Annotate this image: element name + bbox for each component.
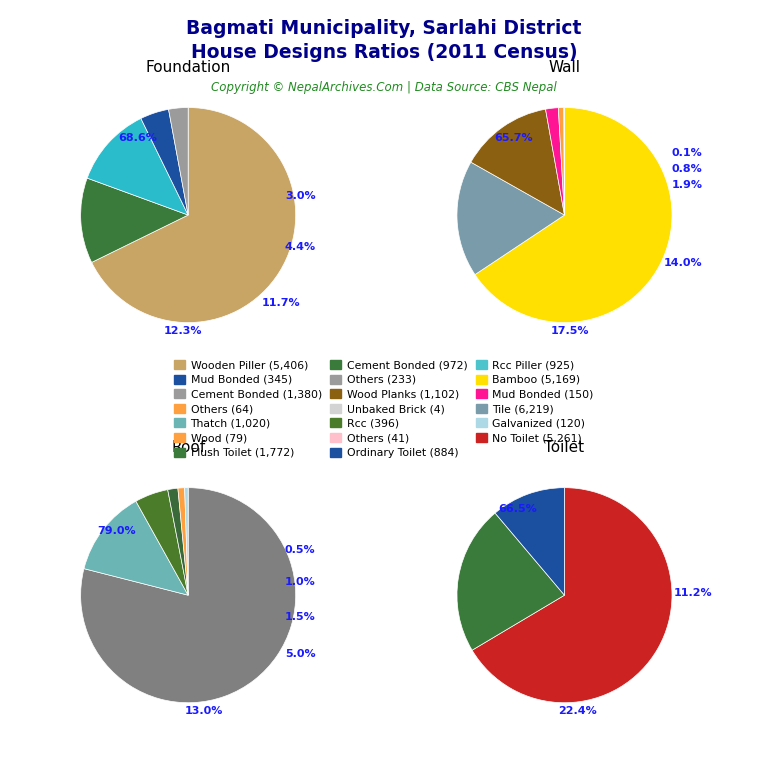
Text: 3.0%: 3.0% <box>285 190 316 200</box>
Wedge shape <box>558 108 564 215</box>
Wedge shape <box>88 118 188 215</box>
Text: 12.3%: 12.3% <box>164 326 202 336</box>
Wedge shape <box>136 490 188 595</box>
Wedge shape <box>184 488 188 595</box>
Text: 17.5%: 17.5% <box>551 326 589 336</box>
Title: Foundation: Foundation <box>145 61 231 75</box>
Text: 13.0%: 13.0% <box>185 707 223 717</box>
Wedge shape <box>91 108 296 323</box>
Text: 11.7%: 11.7% <box>261 298 300 308</box>
Wedge shape <box>471 109 564 215</box>
Text: 11.2%: 11.2% <box>674 588 713 598</box>
Text: 14.0%: 14.0% <box>664 258 702 269</box>
Text: 4.4%: 4.4% <box>285 242 316 253</box>
Text: 79.0%: 79.0% <box>97 525 135 536</box>
Wedge shape <box>141 109 188 215</box>
Legend: Wooden Piller (5,406), Mud Bonded (345), Cement Bonded (1,380), Others (64), Tha: Wooden Piller (5,406), Mud Bonded (345),… <box>171 357 597 461</box>
Title: Wall: Wall <box>548 61 581 75</box>
Wedge shape <box>457 162 564 275</box>
Text: 65.7%: 65.7% <box>495 133 533 143</box>
Wedge shape <box>495 488 564 595</box>
Wedge shape <box>168 108 188 215</box>
Text: 0.1%: 0.1% <box>672 147 703 157</box>
Wedge shape <box>457 513 564 650</box>
Wedge shape <box>545 108 564 215</box>
Text: 0.5%: 0.5% <box>285 545 316 555</box>
Wedge shape <box>475 108 672 323</box>
Text: 5.0%: 5.0% <box>285 649 316 660</box>
Text: Copyright © NepalArchives.Com | Data Source: CBS Nepal: Copyright © NepalArchives.Com | Data Sou… <box>211 81 557 94</box>
Text: 1.5%: 1.5% <box>285 611 316 622</box>
Text: 1.0%: 1.0% <box>285 578 316 588</box>
Wedge shape <box>178 488 188 595</box>
Text: 22.4%: 22.4% <box>558 707 597 717</box>
Wedge shape <box>81 178 188 263</box>
Title: Toilet: Toilet <box>545 441 584 455</box>
Text: 0.8%: 0.8% <box>672 164 703 174</box>
Title: Roof: Roof <box>171 441 205 455</box>
Wedge shape <box>81 488 296 703</box>
Text: 68.6%: 68.6% <box>118 133 157 143</box>
Text: 1.9%: 1.9% <box>672 180 703 190</box>
Text: Bagmati Municipality, Sarlahi District
House Designs Ratios (2011 Census): Bagmati Municipality, Sarlahi District H… <box>187 19 581 61</box>
Wedge shape <box>472 488 672 703</box>
Text: 66.5%: 66.5% <box>498 504 537 515</box>
Wedge shape <box>84 502 188 595</box>
Wedge shape <box>167 488 188 595</box>
